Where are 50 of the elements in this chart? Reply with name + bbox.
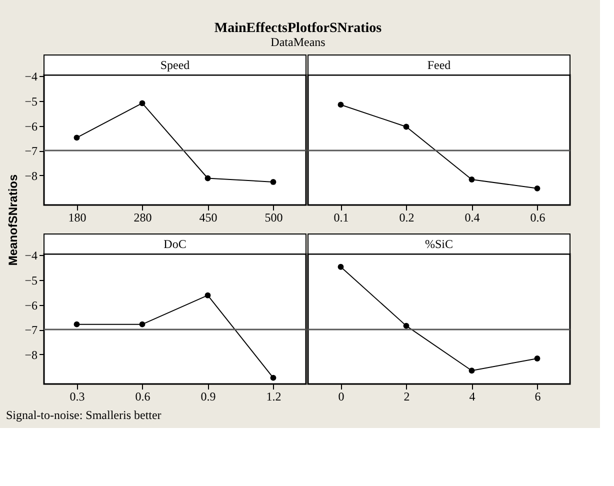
x-tick-label: 180 [68, 210, 86, 224]
x-tick-label: 0 [338, 390, 344, 404]
y-tick-label: −4 [24, 70, 38, 84]
point [468, 368, 475, 374]
point [403, 322, 410, 329]
text: MainEffectsPlotforSNratios [214, 21, 382, 36]
chart-title: Feed [427, 58, 451, 72]
x-tick-label: 4 [469, 390, 476, 404]
x-tick-label: 0.9 [200, 390, 216, 404]
text: DataMeans [270, 35, 326, 49]
x-tick-label: 1.2 [266, 390, 282, 404]
point [270, 374, 276, 381]
x-tick-label: 0.1 [334, 210, 349, 224]
point [338, 264, 344, 270]
point [534, 356, 540, 362]
x-tick-label: 450 [199, 210, 218, 224]
x-tick-label: 0.6 [530, 210, 546, 224]
point [204, 292, 211, 298]
y-tick-label: −6 [24, 119, 38, 134]
chart-title: DoC [164, 237, 186, 251]
chart-title: %SiC [424, 237, 454, 251]
x-tick-label: 0.4 [464, 210, 480, 224]
chart-title: Speed [160, 58, 190, 72]
text: Signal-to-noise: Smalleris better [6, 408, 162, 422]
point [338, 102, 344, 108]
y-tick-label: −7 [24, 323, 38, 338]
y-tick-label: −8 [24, 348, 38, 362]
point [204, 175, 211, 182]
y-tick-label: −8 [24, 168, 38, 183]
x-tick-label: 0.6 [135, 390, 150, 404]
point [74, 321, 80, 328]
point [468, 176, 475, 182]
point [403, 124, 410, 130]
text: MeanofSNratios [6, 174, 20, 266]
y-tick-label: −4 [24, 248, 38, 263]
y-tick-label: −6 [24, 298, 38, 312]
point [139, 100, 146, 106]
x-tick-label: 280 [134, 210, 152, 224]
x-tick-label: 0.2 [399, 210, 414, 224]
x-tick-label: 2 [404, 390, 410, 404]
x-tick-label: 0.3 [70, 390, 85, 404]
y-tick-label: −7 [24, 144, 38, 158]
point [534, 185, 540, 192]
x-tick-label: 500 [264, 210, 283, 224]
point [270, 179, 276, 185]
y-tick-label: −5 [24, 94, 38, 108]
point [139, 321, 146, 328]
x-tick-label: 6 [534, 390, 541, 404]
y-tick-label: −5 [24, 274, 38, 288]
point [74, 134, 80, 141]
